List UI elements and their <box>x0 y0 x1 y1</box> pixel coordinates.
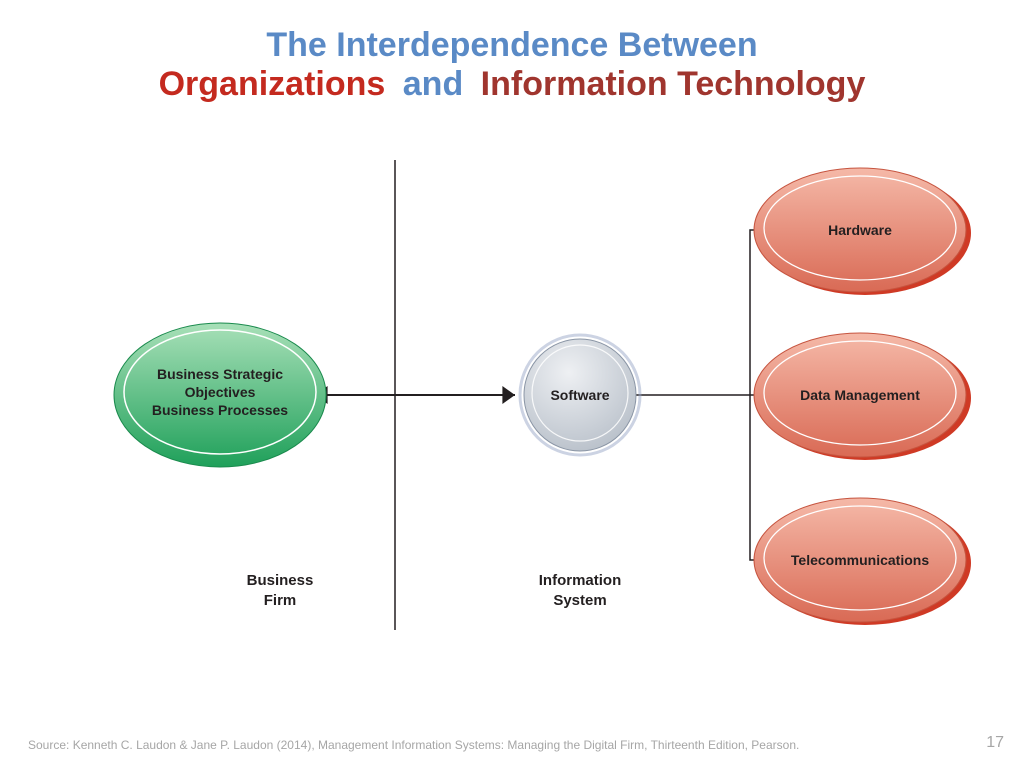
slide-title: The Interdependence Between Organization… <box>0 26 1024 104</box>
svg-text:Firm: Firm <box>264 592 297 609</box>
interdependence-diagram: Business Strategic Objectives Business Pro… <box>50 160 980 680</box>
svg-text:System: System <box>553 592 606 609</box>
svg-text:Business Strategic: Business Strategic <box>157 366 283 382</box>
svg-text:Software: Software <box>550 387 609 403</box>
svg-text:Business: Business <box>247 572 314 589</box>
title-word-organizations: Organizations <box>159 65 386 103</box>
title-word-and: and <box>403 65 463 103</box>
svg-text:Hardware: Hardware <box>828 222 892 238</box>
title-word-it: Information Technology <box>481 65 866 103</box>
page-number: 17 <box>986 734 1004 752</box>
svg-text:Business Processes: Business Processes <box>152 402 288 418</box>
svg-text:Objectives: Objectives <box>185 384 256 400</box>
title-line1: The Interdependence Between <box>266 26 757 64</box>
svg-text:Information: Information <box>539 572 622 589</box>
source-citation: Source: Kenneth C. Laudon & Jane P. Laud… <box>28 738 799 752</box>
svg-text:Telecommunications: Telecommunications <box>791 552 929 568</box>
svg-text:Data Management: Data Management <box>800 387 920 403</box>
